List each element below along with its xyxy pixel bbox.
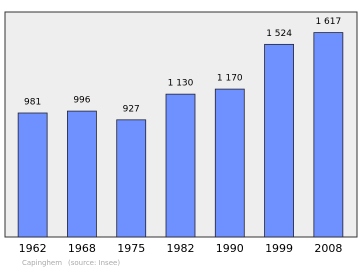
bar	[116, 119, 147, 238]
value-label: 996	[73, 96, 90, 106]
value-label: 1 617	[315, 17, 341, 27]
x-tick-label: 1982	[167, 242, 195, 255]
x-tick-label: 1999	[265, 242, 293, 255]
source: (source: Insee)	[68, 259, 120, 267]
place: Capinghem	[22, 259, 62, 267]
bar	[264, 43, 294, 238]
value-label: 1 130	[168, 79, 194, 89]
bar	[17, 112, 48, 238]
x-tick-label: 1975	[117, 242, 145, 255]
value-label: 1 170	[217, 74, 243, 84]
bar	[67, 110, 97, 238]
value-label: 981	[24, 97, 41, 107]
bar	[165, 93, 196, 238]
value-label: 927	[123, 104, 140, 114]
bar	[214, 88, 245, 238]
x-tick-label: 1962	[19, 242, 47, 255]
x-tick-label: 1968	[68, 242, 96, 255]
value-label: 1 524	[266, 29, 292, 39]
bar	[313, 32, 344, 238]
x-tick-label: 1990	[216, 242, 244, 255]
x-tick-label: 2008	[314, 242, 342, 255]
